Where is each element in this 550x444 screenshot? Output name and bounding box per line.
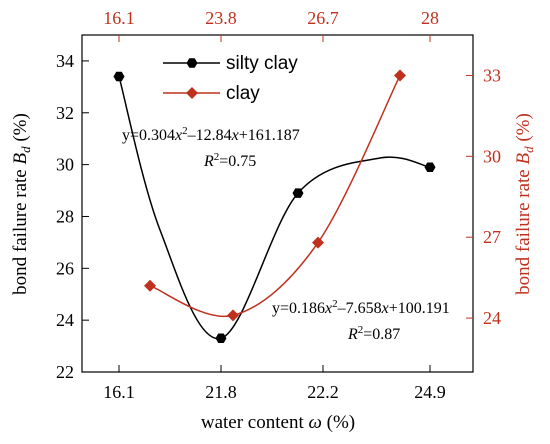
data-point-silty-clay	[292, 188, 304, 198]
fit-equation-clay: y=0.186x2–7.658x+100.191	[272, 298, 450, 317]
fit-equation-silty-clay: y=0.304x2–12.84x+161.187	[122, 125, 300, 144]
y-left-tick-label: 28	[56, 206, 74, 226]
y-left-tick-label: 22	[56, 362, 74, 382]
data-point-silty-clay	[113, 71, 125, 82]
y-axis-title-right: bond failure rate Bd (%)	[513, 113, 536, 295]
data-point-clay	[312, 236, 324, 249]
data-point-clay	[227, 309, 239, 322]
x-top-tick-label: 26.7	[307, 8, 339, 28]
y-left-tick-label: 24	[56, 310, 74, 330]
legend-marker-clay	[186, 87, 198, 99]
plot-frame	[81, 34, 474, 373]
y-left-tick-label: 26	[56, 258, 74, 278]
fit-r2-silty-clay: R2=0.75	[203, 151, 256, 170]
legend: silty clay clay	[163, 53, 298, 104]
y-right-tick-label: 33	[483, 65, 501, 85]
series-layer	[113, 69, 436, 344]
x-tick-label: 24.9	[414, 382, 446, 402]
legend-label-silty-clay: silty clay	[226, 53, 298, 74]
y-right-tick-label: 27	[483, 227, 501, 247]
data-point-silty-clay	[215, 333, 227, 344]
legend-marker-silty-clay	[186, 58, 198, 68]
series-line-clay	[149, 75, 401, 318]
annotation-clay: y=0.186x2–7.658x+100.191 R2=0.87	[272, 298, 450, 343]
series-line-silty-clay	[118, 76, 431, 340]
x-top-tick-label: 23.8	[205, 8, 237, 28]
legend-label-clay: clay	[226, 83, 260, 104]
x-top-tick-label: 28	[421, 8, 439, 28]
data-point-silty-clay	[424, 162, 436, 172]
data-point-clay	[394, 69, 406, 82]
y-right-tick-label: 24	[483, 308, 501, 328]
tick-layer: 16.1 21.8 22.2 24.9 16.1 23.8 26.7 28 22 24 26 28 30…	[56, 8, 501, 402]
x-tick-label: 21.8	[205, 382, 237, 402]
x-axis-title: water content ω (%)	[201, 412, 355, 433]
x-top-tick-label: 16.1	[103, 8, 135, 28]
x-tick-label: 22.2	[307, 382, 339, 402]
fit-r2-clay: R2=0.87	[347, 324, 400, 343]
y-axis-title-left: bond failure rate Bd (%)	[10, 113, 33, 295]
annotation-silty-clay: y=0.304x2–12.84x+161.187 R2=0.75	[122, 125, 300, 170]
x-tick-label: 16.1	[103, 382, 135, 402]
y-left-tick-label: 30	[56, 155, 74, 175]
y-right-tick-label: 30	[483, 146, 501, 166]
data-point-clay	[144, 279, 156, 292]
y-left-tick-label: 32	[56, 103, 74, 123]
y-left-tick-label: 34	[56, 51, 74, 71]
